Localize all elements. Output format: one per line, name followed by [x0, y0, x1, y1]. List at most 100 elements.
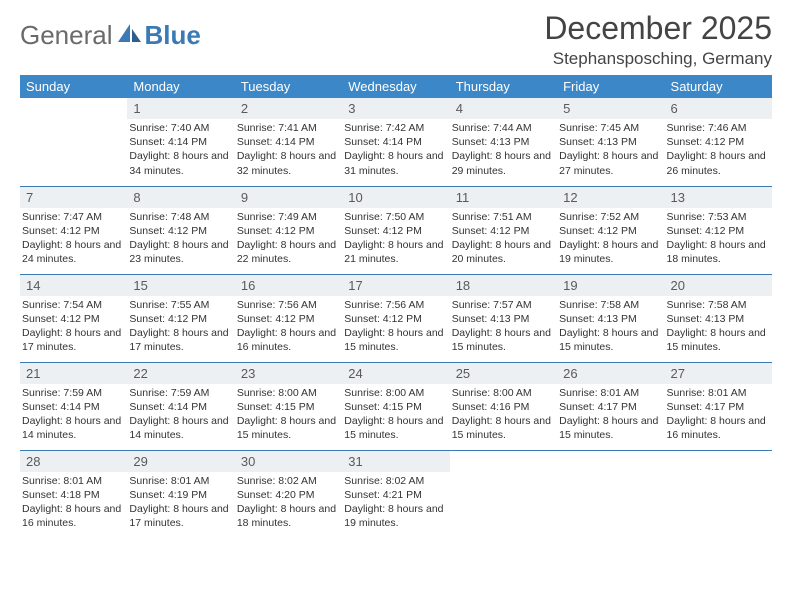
daylight-text: Daylight: 8 hours and 17 minutes. — [129, 326, 230, 354]
daylight-text: Daylight: 8 hours and 14 minutes. — [22, 414, 123, 442]
daylight-text: Daylight: 8 hours and 20 minutes. — [452, 238, 553, 266]
day-number: 6 — [665, 98, 772, 119]
calendar-cell: 9Sunrise: 7:49 AMSunset: 4:12 PMDaylight… — [235, 186, 342, 274]
sunrise-text: Sunrise: 7:44 AM — [452, 121, 553, 135]
day-details: Sunrise: 7:58 AMSunset: 4:13 PMDaylight:… — [557, 298, 664, 355]
sunrise-text: Sunrise: 8:02 AM — [344, 474, 445, 488]
weekday-header: Friday — [557, 75, 664, 98]
calendar-cell: 14Sunrise: 7:54 AMSunset: 4:12 PMDayligh… — [20, 274, 127, 362]
calendar-cell: 21Sunrise: 7:59 AMSunset: 4:14 PMDayligh… — [20, 362, 127, 450]
sunrise-text: Sunrise: 7:46 AM — [667, 121, 768, 135]
day-number: 9 — [235, 187, 342, 208]
calendar-cell — [450, 450, 557, 538]
sunset-text: Sunset: 4:12 PM — [129, 224, 230, 238]
sunrise-text: Sunrise: 8:00 AM — [452, 386, 553, 400]
calendar-cell: 5Sunrise: 7:45 AMSunset: 4:13 PMDaylight… — [557, 98, 664, 186]
sunset-text: Sunset: 4:12 PM — [237, 224, 338, 238]
calendar-cell: 15 Sunrise: 7:55 AMSunset: 4:12 PMDayligh… — [127, 274, 234, 362]
calendar-cell: 12Sunrise: 7:52 AMSunset: 4:12 PMDayligh… — [557, 186, 664, 274]
sunset-text: Sunset: 4:12 PM — [22, 224, 123, 238]
sunrise-text: Sunrise: 8:02 AM — [237, 474, 338, 488]
sunrise-text: Sunrise: 7:55 AM — [129, 298, 230, 312]
day-number: 27 — [665, 363, 772, 384]
day-number: 12 — [557, 187, 664, 208]
calendar-cell: 10Sunrise: 7:50 AMSunset: 4:12 PMDayligh… — [342, 186, 449, 274]
sunset-text: Sunset: 4:19 PM — [129, 488, 230, 502]
sunrise-text: Sunrise: 7:52 AM — [559, 210, 660, 224]
day-details: Sunrise: 8:01 AMSunset: 4:17 PMDaylight:… — [665, 386, 772, 443]
sunrise-text: Sunrise: 7:48 AM — [129, 210, 230, 224]
day-details: Sunrise: 7:50 AMSunset: 4:12 PMDaylight:… — [342, 210, 449, 267]
sunrise-text: Sunrise: 8:00 AM — [344, 386, 445, 400]
daylight-text: Daylight: 8 hours and 26 minutes. — [667, 149, 768, 177]
day-number: 10 — [342, 187, 449, 208]
logo-sail-icon — [117, 22, 143, 49]
calendar-cell: 16Sunrise: 7:56 AMSunset: 4:12 PMDayligh… — [235, 274, 342, 362]
day-details: Sunrise: 8:02 AMSunset: 4:20 PMDaylight:… — [235, 474, 342, 531]
calendar-table: Sunday Monday Tuesday Wednesday Thursday… — [20, 75, 772, 538]
day-details: Sunrise: 7:49 AMSunset: 4:12 PMDaylight:… — [235, 210, 342, 267]
day-details: Sunrise: 7:46 AMSunset: 4:12 PMDaylight:… — [665, 121, 772, 178]
location: Stephansposching, Germany — [544, 49, 772, 69]
sunset-text: Sunset: 4:15 PM — [344, 400, 445, 414]
weekday-header-row: Sunday Monday Tuesday Wednesday Thursday… — [20, 75, 772, 98]
day-details: Sunrise: 7:42 AMSunset: 4:14 PMDaylight:… — [342, 121, 449, 178]
sunset-text: Sunset: 4:13 PM — [667, 312, 768, 326]
calendar-cell — [20, 98, 127, 186]
daylight-text: Daylight: 8 hours and 15 minutes. — [452, 326, 553, 354]
sunrise-text: Sunrise: 7:42 AM — [344, 121, 445, 135]
sunset-text: Sunset: 4:17 PM — [667, 400, 768, 414]
sunrise-text: Sunrise: 8:01 AM — [22, 474, 123, 488]
sunrise-text: Sunrise: 7:47 AM — [22, 210, 123, 224]
daylight-text: Daylight: 8 hours and 17 minutes. — [22, 326, 123, 354]
daylight-text: Daylight: 8 hours and 17 minutes. — [129, 502, 230, 530]
day-number: 20 — [665, 275, 772, 296]
calendar-cell — [557, 450, 664, 538]
day-details: Sunrise: 7:48 AMSunset: 4:12 PMDaylight:… — [127, 210, 234, 267]
sunrise-text: Sunrise: 7:53 AM — [667, 210, 768, 224]
calendar-cell: 4Sunrise: 7:44 AMSunset: 4:13 PMDaylight… — [450, 98, 557, 186]
daylight-text: Daylight: 8 hours and 14 minutes. — [129, 414, 230, 442]
weekday-header: Sunday — [20, 75, 127, 98]
sunset-text: Sunset: 4:14 PM — [22, 400, 123, 414]
calendar-cell: 24Sunrise: 8:00 AMSunset: 4:15 PMDayligh… — [342, 362, 449, 450]
day-details: Sunrise: 8:00 AMSunset: 4:15 PMDaylight:… — [342, 386, 449, 443]
sunset-text: Sunset: 4:20 PM — [237, 488, 338, 502]
header: General Blue December 2025 Stephansposch… — [20, 10, 772, 69]
calendar-cell: 31Sunrise: 8:02 AMSunset: 4:21 PMDayligh… — [342, 450, 449, 538]
sunset-text: Sunset: 4:13 PM — [559, 135, 660, 149]
calendar-cell: 28Sunrise: 8:01 AMSunset: 4:18 PMDayligh… — [20, 450, 127, 538]
sunrise-text: Sunrise: 7:59 AM — [22, 386, 123, 400]
sunset-text: Sunset: 4:12 PM — [667, 135, 768, 149]
day-number: 13 — [665, 187, 772, 208]
sunrise-text: Sunrise: 7:45 AM — [559, 121, 660, 135]
daylight-text: Daylight: 8 hours and 34 minutes. — [129, 149, 230, 177]
sunrise-text: Sunrise: 7:57 AM — [452, 298, 553, 312]
sunrise-text: Sunrise: 7:58 AM — [667, 298, 768, 312]
sunset-text: Sunset: 4:12 PM — [559, 224, 660, 238]
weekday-header: Monday — [127, 75, 234, 98]
sunrise-text: Sunrise: 7:41 AM — [237, 121, 338, 135]
day-number: 14 — [20, 275, 127, 296]
daylight-text: Daylight: 8 hours and 23 minutes. — [129, 238, 230, 266]
daylight-text: Daylight: 8 hours and 15 minutes. — [452, 414, 553, 442]
daylight-text: Daylight: 8 hours and 15 minutes. — [559, 326, 660, 354]
calendar-cell: 26Sunrise: 8:01 AMSunset: 4:17 PMDayligh… — [557, 362, 664, 450]
logo-text-blue: Blue — [145, 20, 201, 51]
calendar-cell: 22Sunrise: 7:59 AMSunset: 4:14 PMDayligh… — [127, 362, 234, 450]
calendar-row: 21Sunrise: 7:59 AMSunset: 4:14 PMDayligh… — [20, 362, 772, 450]
calendar-cell: 8Sunrise: 7:48 AMSunset: 4:12 PMDaylight… — [127, 186, 234, 274]
sunrise-text: Sunrise: 7:40 AM — [129, 121, 230, 135]
day-number: 17 — [342, 275, 449, 296]
sunset-text: Sunset: 4:12 PM — [452, 224, 553, 238]
day-number: 15 — [127, 275, 234, 296]
calendar-cell: 27Sunrise: 8:01 AMSunset: 4:17 PMDayligh… — [665, 362, 772, 450]
sunset-text: Sunset: 4:12 PM — [129, 312, 230, 326]
daylight-text: Daylight: 8 hours and 22 minutes. — [237, 238, 338, 266]
daylight-text: Daylight: 8 hours and 18 minutes. — [667, 238, 768, 266]
sunset-text: Sunset: 4:18 PM — [22, 488, 123, 502]
sunset-text: Sunset: 4:16 PM — [452, 400, 553, 414]
sunset-text: Sunset: 4:21 PM — [344, 488, 445, 502]
day-number: 26 — [557, 363, 664, 384]
calendar-cell: 19Sunrise: 7:58 AMSunset: 4:13 PMDayligh… — [557, 274, 664, 362]
